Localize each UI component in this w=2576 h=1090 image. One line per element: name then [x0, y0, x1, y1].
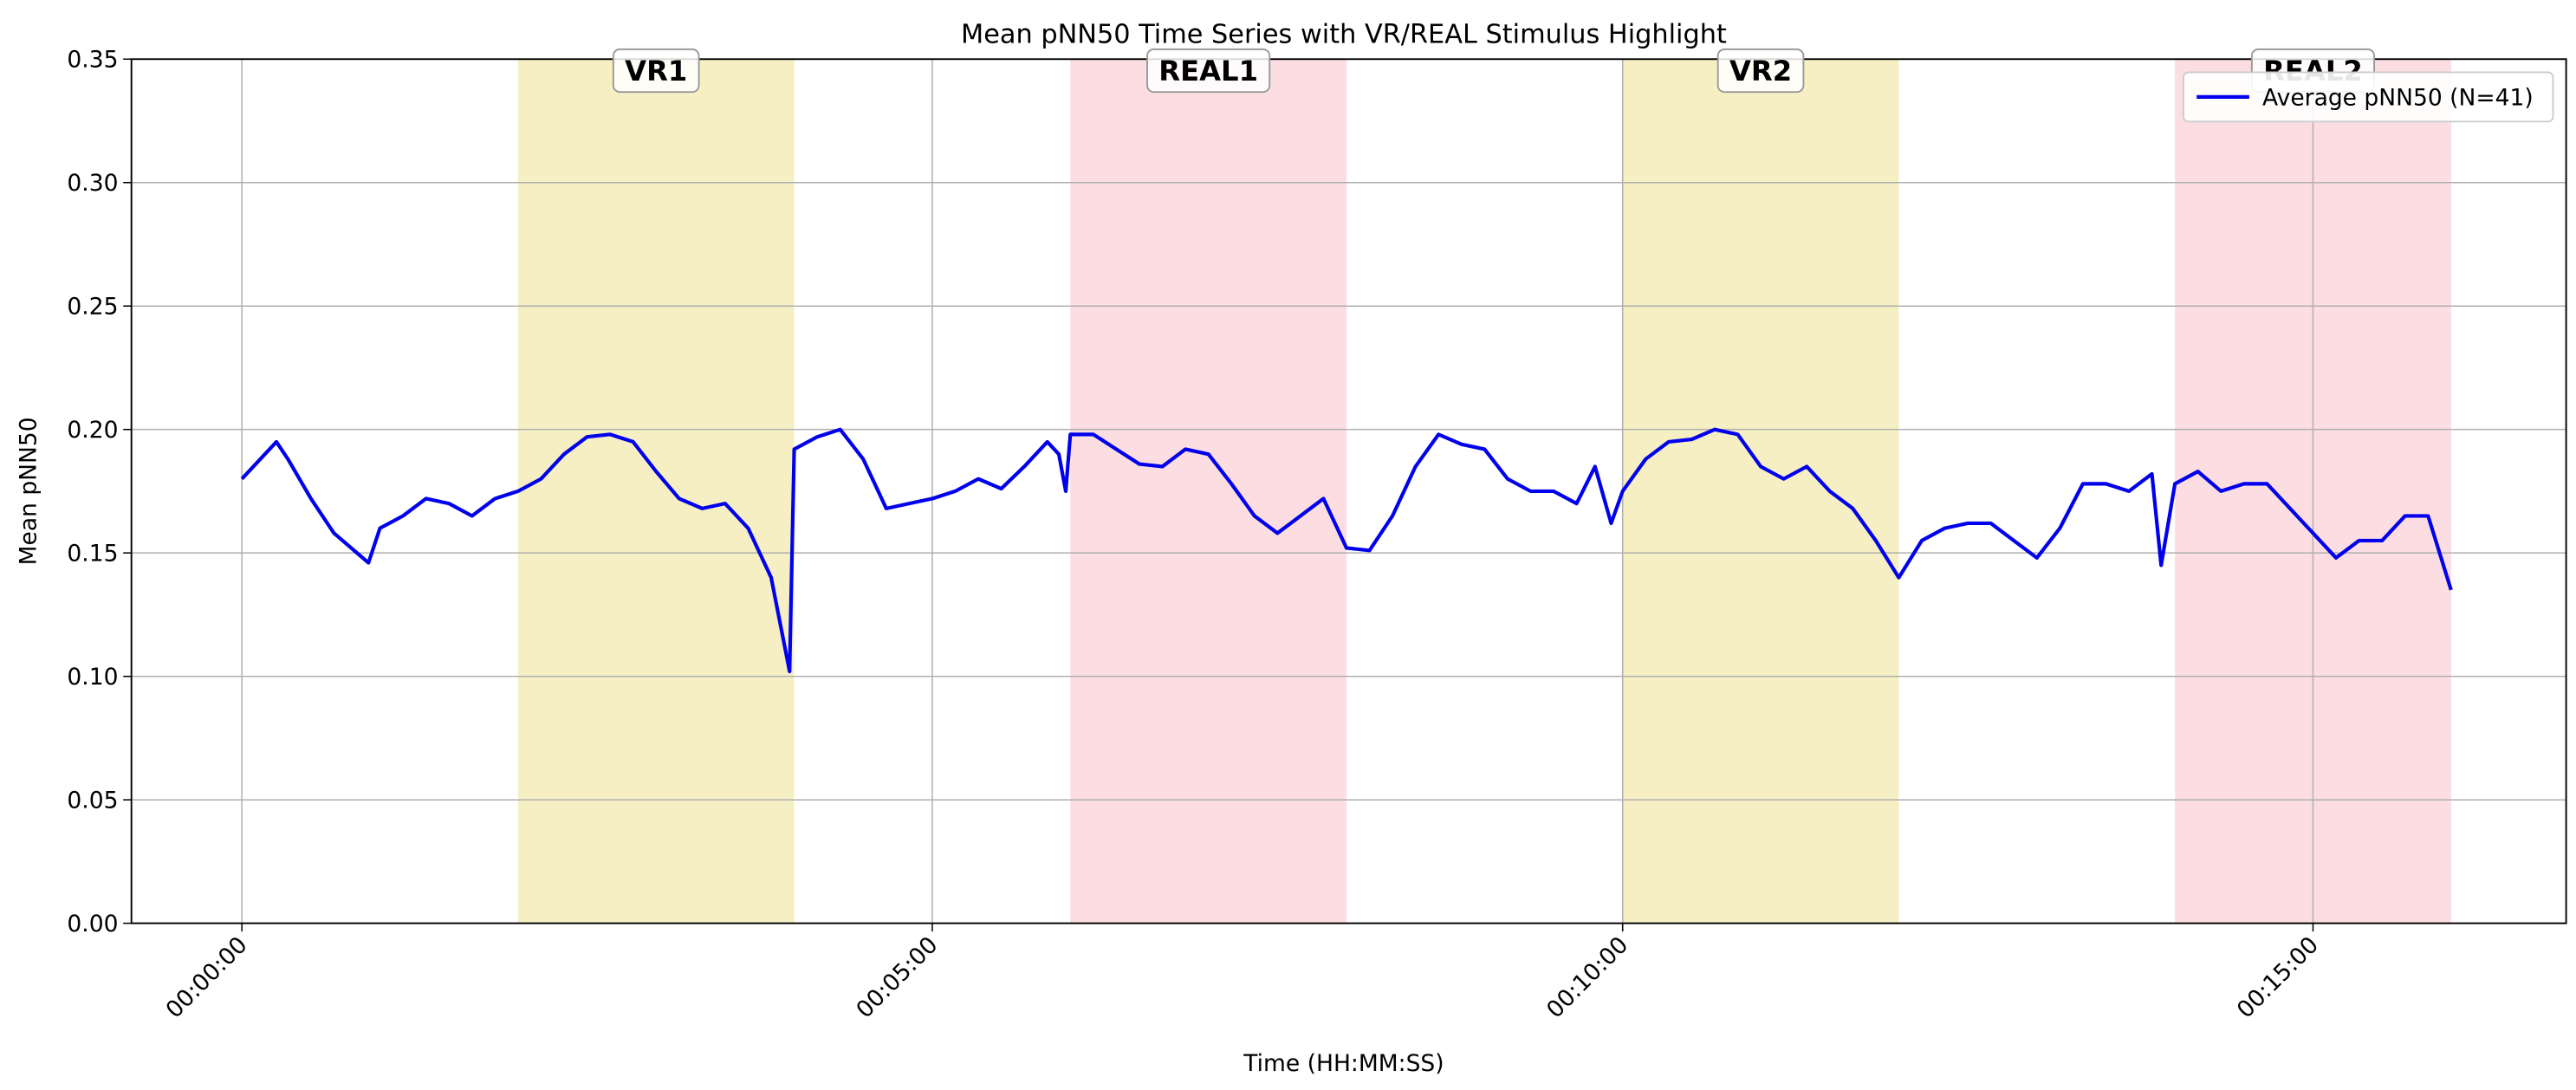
- legend: Average pNN50 (N=41): [2183, 71, 2554, 123]
- region-label-box: VR2: [1716, 48, 1805, 94]
- legend-label: Average pNN50 (N=41): [2262, 84, 2534, 111]
- y-tick-label: 0.00: [67, 911, 118, 938]
- y-axis-label: Mean pNN50: [16, 417, 42, 565]
- data-line: [240, 427, 2453, 674]
- legend-box: [2183, 71, 2554, 123]
- region-label: REAL1: [1158, 55, 1258, 88]
- x-tick-label: 00:00:00: [161, 931, 253, 1023]
- y-tick-label: 0.25: [67, 294, 118, 321]
- region-label-background: [1716, 48, 1805, 94]
- region-label: VR1: [625, 55, 687, 88]
- region-label-background: [1146, 48, 1271, 94]
- x-axis-label: Time (HH:MM:SS): [1243, 1050, 1444, 1077]
- x-tick-label: 00:05:00: [851, 931, 943, 1023]
- region-label-box: REAL1: [1146, 48, 1271, 94]
- x-tick-label: 00:15:00: [2232, 931, 2324, 1023]
- y-tick-label: 0.15: [67, 541, 118, 568]
- stimulus-region: [1070, 59, 1346, 924]
- y-tick-label: 0.35: [67, 47, 118, 74]
- y-tick-label: 0.10: [67, 664, 118, 691]
- x-tick-label: 00:10:00: [1541, 931, 1633, 1023]
- stimulus-region: [1622, 59, 1899, 924]
- region-label-background: [612, 48, 700, 94]
- region-label-box: VR1: [612, 48, 700, 94]
- plot-frame: [130, 58, 2567, 925]
- stimulus-region: [517, 59, 795, 924]
- y-tick-label: 0.30: [67, 170, 118, 197]
- chart-title: Mean pNN50 Time Series with VR/REAL Stim…: [961, 19, 1727, 49]
- region-label: VR2: [1729, 55, 1792, 88]
- y-tick-label: 0.20: [67, 417, 118, 444]
- y-tick-label: 0.05: [67, 788, 118, 814]
